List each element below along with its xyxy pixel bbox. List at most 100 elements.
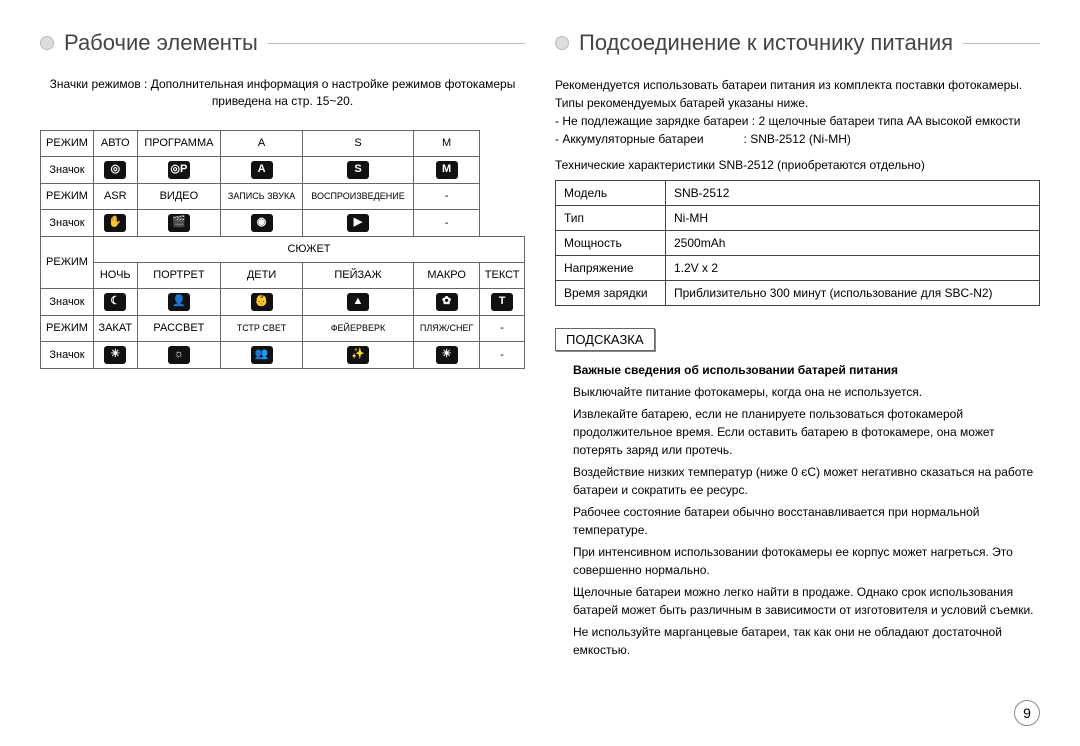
mode-cell: S xyxy=(302,130,413,156)
mode-cell: ПОРТРЕТ xyxy=(137,262,221,288)
icon-cell: ▶ xyxy=(302,209,413,236)
scene-backlight-icon: 👥 xyxy=(251,346,273,364)
list-item: При интенсивном использовании фотокамеры… xyxy=(573,543,1040,579)
icon-cell: A xyxy=(221,156,303,183)
mode-cell: ВИДЕО xyxy=(137,183,221,209)
intro-line: - Не подлежащие зарядке батареи : 2 щело… xyxy=(555,112,1040,130)
mode-cell: A xyxy=(221,130,303,156)
mode-cell: МАКРО xyxy=(414,262,480,288)
tip-heading: Важные сведения об использовании батарей… xyxy=(573,363,1040,377)
scene-night-icon: ☾ xyxy=(104,293,126,311)
mode-cell: - xyxy=(414,183,480,209)
icon-cell: ◎ xyxy=(93,156,137,183)
table-row: Время зарядки Приблизительно 300 минут (… xyxy=(556,281,1040,306)
mode-cell: - xyxy=(480,315,525,341)
table-row: Тип Ni-MH xyxy=(556,206,1040,231)
list-item: Воздействие низких температур (ниже 0 єC… xyxy=(573,463,1040,499)
mode-cell: ПЛЯЖ/СНЕГ xyxy=(414,315,480,341)
page: Рабочие элементы Значки режимов : Дополн… xyxy=(0,0,1080,746)
icon-cell: ✨ xyxy=(302,341,413,368)
scene-text-icon: T xyxy=(491,293,513,311)
mode-cell: ПРОГРАММА xyxy=(137,130,221,156)
mode-cell: M xyxy=(414,130,480,156)
left-title-text: Рабочие элементы xyxy=(64,30,258,56)
right-section-title: Подсоединение к источнику питания xyxy=(555,30,1040,56)
mode-cell: ДЕТИ xyxy=(221,262,303,288)
table-row: РЕЖИМ ЗАКАТ РАССВЕТ ТСТР СВЕТ ФЕЙЕРВЕРК … xyxy=(41,315,525,341)
table-row: Значок ✋ 🎬 ◉ ▶ - xyxy=(41,209,525,236)
spec-val: Ni-MH xyxy=(666,206,1040,231)
list-item: Рабочее состояние батареи обычно восстан… xyxy=(573,503,1040,539)
mode-cell: АВТО xyxy=(93,130,137,156)
mode-record-icon: ◉ xyxy=(251,214,273,232)
icon-cell: 🎬 xyxy=(137,209,221,236)
left-column: Рабочие элементы Значки режимов : Дополн… xyxy=(40,30,525,726)
mode-label: РЕЖИМ xyxy=(41,130,94,156)
table-row: НОЧЬ ПОРТРЕТ ДЕТИ ПЕЙЗАЖ МАКРО ТЕКСТ xyxy=(41,262,525,288)
mode-cell: ASR xyxy=(93,183,137,209)
icon-cell: 👥 xyxy=(221,341,303,368)
mode-label: РЕЖИМ xyxy=(41,315,94,341)
icon-cell: 👤 xyxy=(137,288,221,315)
icon-cell: 👶 xyxy=(221,288,303,315)
bullet-icon xyxy=(40,36,54,50)
table-row: Значок ☀ ☼ 👥 ✨ ☀ - xyxy=(41,341,525,368)
spec-val: 2500mAh xyxy=(666,231,1040,256)
mode-cell: ЗАКАТ xyxy=(93,315,137,341)
icon-cell: M xyxy=(414,156,480,183)
spec-table: Модель SNB-2512 Тип Ni-MH Мощность 2500m… xyxy=(555,180,1040,306)
table-row: РЕЖИМ ASR ВИДЕО ЗАПИСЬ ЗВУКА ВОСПРОИЗВЕД… xyxy=(41,183,525,209)
list-item: Выключайте питание фотокамеры, когда она… xyxy=(573,383,1040,401)
spec-intro: Технические характеристики SNB-2512 (при… xyxy=(555,158,1040,172)
icon-label: Значок xyxy=(41,209,94,236)
icon-cell: ✿ xyxy=(414,288,480,315)
tip-list: Выключайте питание фотокамеры, когда она… xyxy=(555,383,1040,659)
table-row: Значок ◎ ◎P A S M xyxy=(41,156,525,183)
table-row: Значок ☾ 👤 👶 ▲ ✿ T xyxy=(41,288,525,315)
left-section-title: Рабочие элементы xyxy=(40,30,525,56)
spec-val: SNB-2512 xyxy=(666,181,1040,206)
icon-cell: T xyxy=(480,288,525,315)
spec-key: Время зарядки xyxy=(556,281,666,306)
mode-m-icon: M xyxy=(436,161,458,179)
table-row: РЕЖИМ СЮЖЕТ xyxy=(41,236,525,262)
right-column: Подсоединение к источнику питания Рекоме… xyxy=(555,30,1040,726)
spec-key: Тип xyxy=(556,206,666,231)
tip-label: ПОДСКАЗКА xyxy=(555,328,655,351)
mode-cell: ЗАПИСЬ ЗВУКА xyxy=(221,183,303,209)
mode-s-icon: S xyxy=(347,161,369,179)
mode-video-icon: 🎬 xyxy=(168,214,190,232)
list-item: Не используйте марганцевые батареи, так … xyxy=(573,623,1040,659)
title-divider xyxy=(268,43,525,44)
table-row: Мощность 2500mAh xyxy=(556,231,1040,256)
mode-cell: ТЕКСТ xyxy=(480,262,525,288)
icon-cell: ✋ xyxy=(93,209,137,236)
mode-play-icon: ▶ xyxy=(347,214,369,232)
list-item: Щелочные батареи можно легко найти в про… xyxy=(573,583,1040,619)
scene-sunset-icon: ☀ xyxy=(104,346,126,364)
mode-asr-icon: ✋ xyxy=(104,214,126,232)
mode-cell: РАССВЕТ xyxy=(137,315,221,341)
mode-cell: ТСТР СВЕТ xyxy=(221,315,303,341)
icon-label: Значок xyxy=(41,341,94,368)
intro-line: - Аккумуляторные батареи : SNB-2512 (Ni-… xyxy=(555,130,1040,148)
icon-cell: ☾ xyxy=(93,288,137,315)
page-number: 9 xyxy=(1014,700,1040,726)
icon-label: Значок xyxy=(41,156,94,183)
icon-cell: ▲ xyxy=(302,288,413,315)
mode-a-icon: A xyxy=(251,161,273,179)
icon-label: Значок xyxy=(41,288,94,315)
mode-auto-icon: ◎ xyxy=(104,161,126,179)
table-row: Напряжение 1.2V x 2 xyxy=(556,256,1040,281)
title-divider xyxy=(963,43,1040,44)
scene-label: СЮЖЕТ xyxy=(93,236,524,262)
spec-key: Мощность xyxy=(556,231,666,256)
right-intro: Рекомендуется использовать батареи питан… xyxy=(555,76,1040,148)
icon-cell: ◎P xyxy=(137,156,221,183)
scene-kids-icon: 👶 xyxy=(251,293,273,311)
icon-cell: - xyxy=(414,209,480,236)
spec-val: 1.2V x 2 xyxy=(666,256,1040,281)
mode-program-icon: ◎P xyxy=(168,161,190,179)
scene-portrait-icon: 👤 xyxy=(168,293,190,311)
mode-cell: НОЧЬ xyxy=(93,262,137,288)
